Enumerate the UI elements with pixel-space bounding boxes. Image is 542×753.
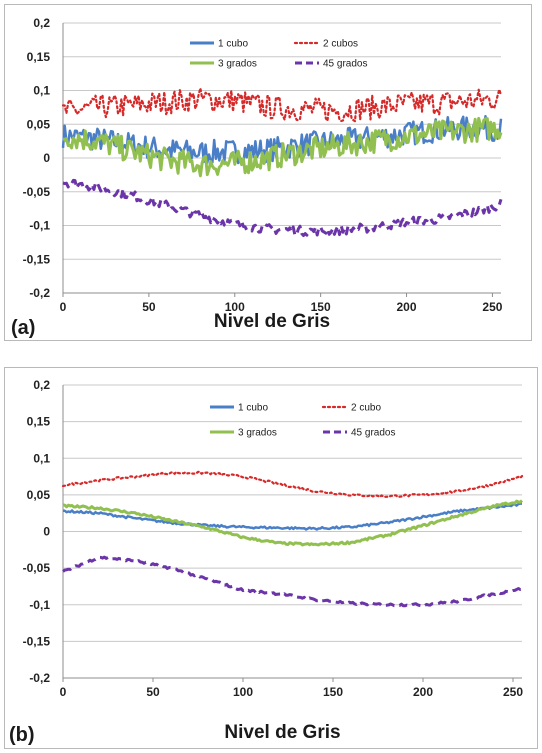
legend-label: 45 grados	[323, 59, 367, 70]
panel-label: (a)	[11, 317, 35, 339]
y-tick-label: 0	[43, 151, 50, 165]
legend-label: 3 grados	[218, 59, 257, 70]
y-tick-label: -0,15	[23, 252, 51, 266]
y-tick-label: 0,2	[33, 378, 50, 392]
x-tick-label: 200	[413, 685, 433, 699]
chart-b-svg: 0,2 0,15 0,1 0,05 0 -0,05 -0,1 -0,15 -0,2 0 50 100 1…	[9, 378, 524, 746]
legend-label: 3 grados	[238, 428, 277, 439]
y-tick-label: 0,1	[33, 84, 50, 98]
series-line-2-cubos	[61, 87, 503, 123]
x-tick-label: 150	[323, 685, 343, 699]
y-tick-label: 0,15	[27, 415, 51, 429]
legend-label: 1 cubo	[218, 39, 248, 50]
x-tick-label: 100	[233, 685, 253, 699]
series-line-1-cubo	[63, 502, 522, 531]
y-tick-label: -0,1	[29, 598, 50, 612]
y-tick-label: 0,05	[27, 117, 51, 131]
legend-label: 2 cubos	[323, 39, 358, 50]
x-tick-label: 0	[60, 685, 67, 699]
x-tick-label: 150	[311, 300, 331, 314]
panel-label: (b)	[9, 724, 35, 746]
y-tick-label: -0,05	[23, 561, 51, 575]
x-tick-label: 50	[146, 685, 160, 699]
x-axis-title: Nivel de Gris	[214, 311, 330, 332]
series-line-3-grados	[62, 499, 524, 547]
x-tick-label: 250	[482, 300, 502, 314]
legend-label: 45 grados	[351, 428, 395, 439]
y-tick-label: -0,2	[29, 671, 50, 685]
x-tick-label: 250	[503, 685, 523, 699]
x-tick-label: 0	[60, 300, 67, 314]
x-tick-label: 50	[142, 300, 156, 314]
y-tick-label: 0,1	[33, 451, 50, 465]
x-axis-title: Nivel de Gris	[224, 722, 340, 743]
chart-panel-b: 0,2 0,15 0,1 0,05 0 -0,05 -0,1 -0,15 -0,2 0 50 100 1…	[4, 367, 538, 749]
y-tick-label: -0,1	[29, 219, 50, 233]
y-tick-label: -0,05	[23, 185, 51, 199]
y-tick-label: -0,2	[29, 286, 50, 300]
x-tick-label: 200	[397, 300, 417, 314]
series-line-3-grados	[62, 116, 503, 178]
legend-label: 2 cubo	[351, 403, 381, 414]
y-tick-label: 0,05	[27, 488, 51, 502]
y-tick-label: 0	[43, 525, 50, 539]
chart-panel-a: 0,2 0,15 0,1 0,05 0 -0,05 -0,1 -0,15 -0,2 0 50 100 1…	[4, 4, 532, 341]
series-line-45-grados	[62, 178, 503, 237]
legend-label: 1 cubo	[238, 403, 268, 414]
series-line-45-grados	[62, 555, 523, 608]
y-tick-label: 0,15	[27, 50, 51, 64]
chart-a-svg: 0,2 0,15 0,1 0,05 0 -0,05 -0,1 -0,15 -0,2 0 50 100 1…	[11, 16, 503, 339]
y-tick-label: -0,15	[23, 634, 51, 648]
x-tick-label: 100	[225, 300, 245, 314]
y-tick-label: 0,2	[33, 16, 50, 30]
series-line-2-cubo	[61, 470, 524, 499]
